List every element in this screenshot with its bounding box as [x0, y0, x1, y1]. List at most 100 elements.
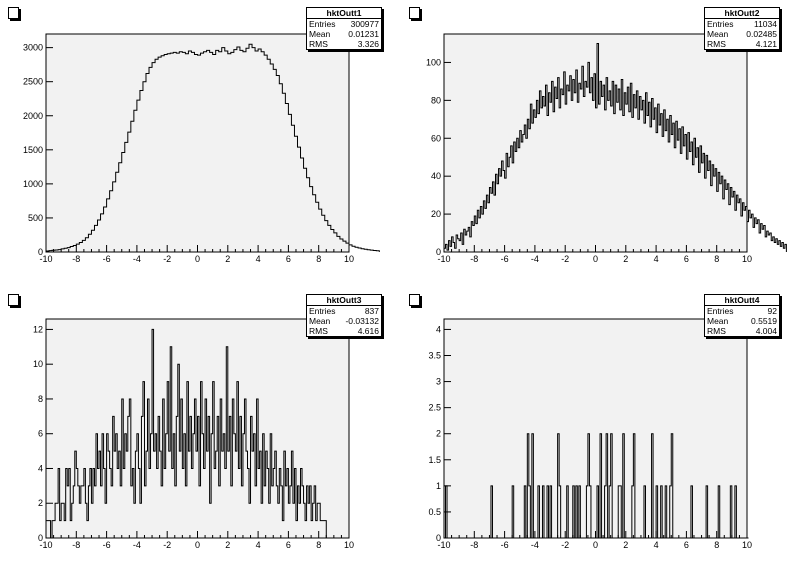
y-tick-label: 1.5	[428, 455, 441, 465]
x-tick-label: 10	[742, 540, 752, 550]
stats-label: Mean	[309, 29, 331, 39]
x-tick-label: 4	[654, 540, 659, 550]
stats-row: Mean 0.5519	[705, 316, 779, 326]
x-tick-label: -4	[133, 540, 141, 550]
stats-label: Entries	[309, 19, 336, 29]
stats-title: hktOutt2	[705, 8, 779, 19]
stats-label: RMS	[309, 326, 328, 336]
y-tick-label: 10	[33, 359, 43, 369]
stats-box: hktOutt3 Entries 837 Mean -0.03132 RMS 4.61…	[306, 294, 382, 337]
y-tick-label: 2.5	[428, 403, 441, 413]
x-tick-label: -8	[72, 254, 80, 264]
x-tick-label: 4	[256, 254, 261, 264]
stats-title: hktOutt4	[705, 295, 779, 306]
y-tick-label: 40	[431, 171, 441, 181]
x-tick-label: 2	[225, 540, 230, 550]
y-tick-label: 4	[436, 324, 441, 334]
pad-menu-icon[interactable]	[409, 294, 420, 306]
x-tick-label: 0	[195, 540, 200, 550]
x-tick-label: -4	[531, 254, 539, 264]
x-tick-label: -8	[470, 254, 478, 264]
stats-label: Entries	[309, 306, 336, 316]
histogram-series	[443, 42, 787, 252]
x-tick-label: 10	[344, 254, 354, 264]
stats-label: RMS	[309, 39, 328, 49]
x-tick-label: 8	[316, 540, 321, 550]
x-tick-label: 2	[623, 540, 628, 550]
x-tick-label: 8	[714, 254, 719, 264]
y-tick-label: 1000	[23, 179, 43, 189]
pad-menu-icon[interactable]	[8, 7, 19, 19]
stats-value: 300977	[350, 19, 379, 29]
y-tick-label: 2000	[23, 111, 43, 121]
plot-frame	[443, 318, 748, 539]
stats-value: 92	[767, 306, 777, 316]
stats-label: Entries	[707, 19, 734, 29]
plot-frame	[45, 33, 350, 253]
plot-frame	[443, 33, 748, 253]
y-tick-label: 2	[38, 498, 43, 508]
x-tick-label: 6	[286, 254, 291, 264]
stats-row: RMS 4.616	[307, 326, 381, 336]
stats-value: 0.5519	[751, 316, 777, 326]
stats-value: 4.616	[357, 326, 379, 336]
stats-row: Entries 11034	[705, 19, 779, 29]
stats-label: RMS	[707, 326, 726, 336]
y-tick-label: 12	[33, 324, 43, 334]
x-tick-label: -2	[163, 254, 171, 264]
x-tick-label: -6	[501, 540, 509, 550]
x-tick-label: 6	[684, 254, 689, 264]
y-tick-label: 3000	[23, 43, 43, 53]
pad-menu-icon[interactable]	[8, 294, 19, 306]
y-tick-label: 100	[426, 57, 441, 67]
y-tick-label: 0	[436, 247, 441, 257]
stats-label: Mean	[309, 316, 331, 326]
x-tick-label: -2	[561, 540, 569, 550]
y-tick-label: 4	[38, 463, 43, 473]
x-tick-label: -4	[531, 540, 539, 550]
x-tick-label: 4	[256, 540, 261, 550]
y-tick-label: 500	[28, 213, 43, 223]
pad-menu-icon[interactable]	[409, 7, 420, 19]
stats-value: 837	[364, 306, 379, 316]
y-tick-label: 6	[38, 429, 43, 439]
stats-row: Mean 0.02485	[705, 29, 779, 39]
y-tick-label: 20	[431, 209, 441, 219]
stats-row: RMS 3.326	[307, 39, 381, 49]
y-tick-label: 0	[436, 533, 441, 543]
histogram-series	[444, 433, 749, 539]
x-tick-label: 6	[286, 540, 291, 550]
y-tick-label: 3	[436, 377, 441, 387]
stats-title: hktOutt1	[307, 8, 381, 19]
stats-value: -0.03132	[345, 316, 379, 326]
x-tick-label: 8	[316, 254, 321, 264]
stats-value: 0.02485	[746, 29, 777, 39]
x-tick-label: 10	[344, 540, 354, 550]
x-tick-label: 2	[225, 254, 230, 264]
y-tick-label: 2500	[23, 77, 43, 87]
stats-label: Mean	[707, 316, 729, 326]
stats-row: RMS 4.121	[705, 39, 779, 49]
stats-title: hktOutt3	[307, 295, 381, 306]
stats-box: hktOutt4 Entries 92 Mean 0.5519 RMS 4.004	[704, 294, 780, 337]
stats-box: hktOutt1 Entries 300977 Mean 0.01231 RMS 3.…	[306, 7, 382, 50]
x-tick-label: -10	[437, 254, 450, 264]
stats-value: 0.01231	[348, 29, 379, 39]
y-tick-label: 2	[436, 429, 441, 439]
stats-row: Mean 0.01231	[307, 29, 381, 39]
y-tick-label: 0	[38, 533, 43, 543]
x-tick-label: -2	[561, 254, 569, 264]
y-tick-label: 80	[431, 95, 441, 105]
stats-label: RMS	[707, 39, 726, 49]
x-tick-label: 6	[684, 540, 689, 550]
x-tick-label: 0	[195, 254, 200, 264]
x-tick-label: 0	[593, 540, 598, 550]
stats-row: Entries 300977	[307, 19, 381, 29]
stats-label: Entries	[707, 306, 734, 316]
histogram-series	[45, 328, 327, 539]
y-tick-label: 0.5	[428, 507, 441, 517]
y-tick-label: 1500	[23, 145, 43, 155]
y-tick-label: 1	[436, 481, 441, 491]
x-tick-label: -6	[501, 254, 509, 264]
